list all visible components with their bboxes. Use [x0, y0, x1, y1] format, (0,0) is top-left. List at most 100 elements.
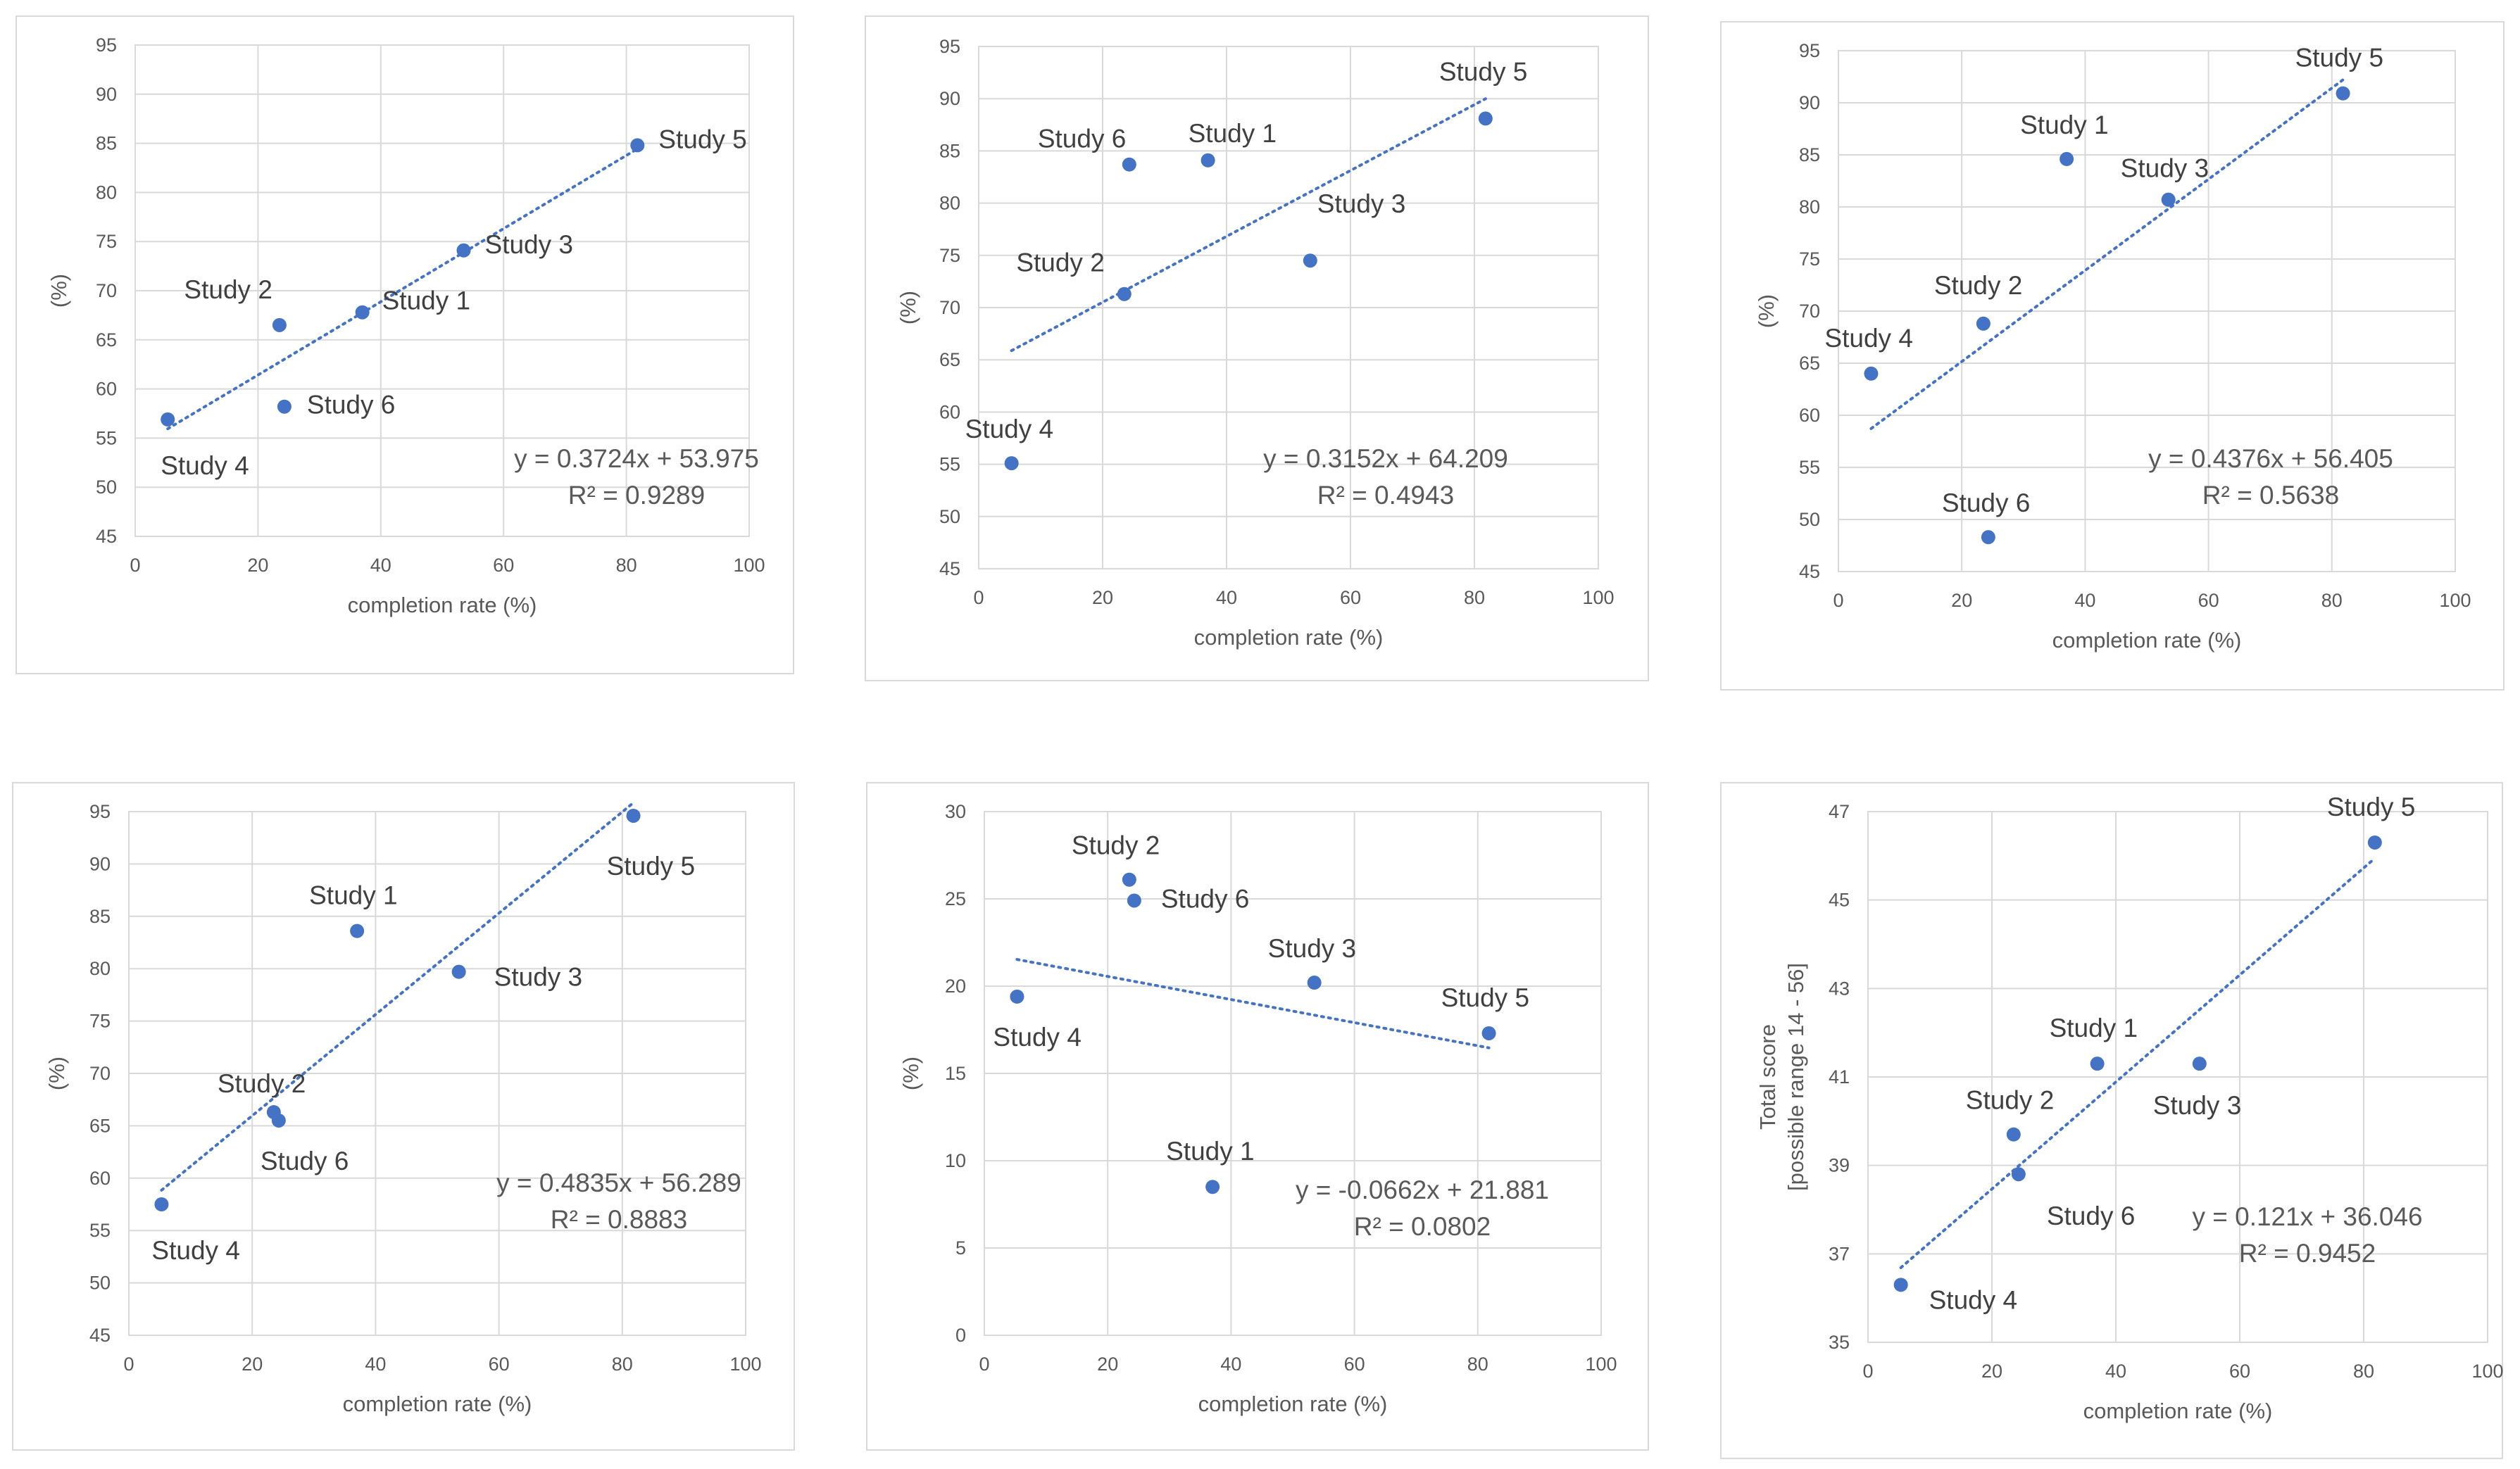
y-tick-label: 37 [1829, 1243, 1850, 1264]
data-label: Study 5 [1439, 57, 1527, 86]
x-tick-label: 40 [2074, 590, 2095, 611]
data-point-study-1 [2090, 1057, 2105, 1071]
y-tick-label: 30 [945, 801, 966, 822]
trendline [1899, 857, 2376, 1269]
y-tick-label: 55 [939, 454, 960, 475]
y-tick-label: 95 [1799, 40, 1820, 61]
data-point-study-3 [1307, 976, 1322, 990]
y-tick-label: 55 [89, 1220, 111, 1241]
data-point-study-4 [1893, 1278, 1908, 1292]
data-label: Study 3 [2153, 1091, 2241, 1120]
y-axis-title: (%) [896, 291, 920, 324]
y-tick-label: 95 [939, 36, 960, 57]
data-point-study-4 [1864, 366, 1879, 381]
x-tick-label: 80 [2353, 1361, 2374, 1382]
x-tick-label: 0 [130, 555, 140, 576]
data-point-study-3 [2192, 1057, 2207, 1071]
y-tick-label: 50 [89, 1273, 111, 1294]
x-tick-label: 0 [1862, 1361, 1873, 1382]
trendline-equation: y = 0.3724x + 53.975 [514, 444, 759, 473]
data-label: Study 5 [607, 852, 695, 881]
y-tick-label: 60 [939, 401, 960, 422]
trendline-equation: y = 0.121x + 36.046 [2192, 1202, 2422, 1231]
data-label: Study 2 [1072, 831, 1160, 860]
data-point-study-2 [1976, 316, 1991, 331]
data-label: Study 5 [2327, 793, 2415, 821]
r-squared-label: R² = 0.9452 [2239, 1239, 2376, 1268]
data-label: Study 4 [151, 1236, 239, 1265]
data-label: Study 5 [658, 125, 746, 153]
y-tick-label: 85 [96, 133, 117, 154]
data-point-study-6 [277, 399, 292, 414]
data-point-study-4 [1010, 989, 1024, 1004]
data-point-study-5 [630, 138, 645, 153]
data-label: Study 1 [2020, 111, 2108, 139]
data-point-study-5 [2336, 86, 2350, 101]
x-axis-title: completion rate (%) [343, 1392, 532, 1416]
x-tick-label: 80 [1467, 1354, 1488, 1375]
x-tick-label: 80 [612, 1354, 633, 1375]
data-label: Study 6 [2047, 1202, 2135, 1230]
data-point-study-2 [2006, 1127, 2021, 1142]
x-tick-label: 60 [2198, 590, 2219, 611]
data-label: Study 1 [382, 286, 470, 315]
data-point-study-3 [1303, 253, 1317, 268]
y-tick-label: 70 [939, 297, 960, 318]
y-tick-label: 85 [939, 140, 960, 161]
trendline-equation: y = 0.3152x + 64.209 [1263, 444, 1508, 473]
data-label: Study 1 [309, 881, 397, 910]
x-tick-label: 0 [1833, 590, 1843, 611]
data-label: Study 2 [1016, 248, 1104, 277]
r-squared-label: R² = 0.9289 [568, 481, 705, 510]
data-label: Study 6 [1161, 884, 1249, 913]
data-point-study-4 [1004, 456, 1019, 471]
y-tick-label: 75 [939, 245, 960, 266]
x-tick-label: 100 [2471, 1361, 2503, 1382]
x-tick-label: 20 [1092, 587, 1113, 608]
r-squared-label: R² = 0.0802 [1354, 1212, 1491, 1241]
x-tick-label: 60 [2229, 1361, 2250, 1382]
data-point-study-6 [1122, 157, 1136, 172]
x-tick-label: 0 [123, 1354, 134, 1375]
x-tick-label: 60 [493, 555, 514, 576]
y-tick-label: 45 [1799, 561, 1820, 582]
data-point-study-3 [456, 243, 471, 258]
data-label: Study 5 [2295, 44, 2383, 72]
y-axis-title: (%) [1754, 294, 1779, 328]
data-point-study-5 [2367, 835, 2382, 850]
y-tick-label: 25 [945, 888, 966, 909]
y-tick-label: 90 [96, 84, 117, 105]
y-tick-label: 80 [89, 958, 111, 979]
y-tick-label: 45 [939, 558, 960, 579]
data-label: Study 6 [261, 1147, 349, 1175]
x-tick-label: 80 [616, 555, 637, 576]
y-tick-label: 65 [1799, 353, 1820, 374]
y-tick-label: 45 [96, 526, 117, 547]
data-point-study-1 [1201, 153, 1215, 168]
trendline-equation: y = 0.4835x + 56.289 [496, 1168, 741, 1197]
x-tick-label: 60 [1340, 587, 1361, 608]
data-point-study-6 [2011, 1167, 2026, 1182]
r-squared-label: R² = 0.4943 [1317, 481, 1454, 510]
trendline [1010, 97, 1487, 353]
data-point-study-6 [271, 1113, 286, 1128]
y-tick-label: 15 [945, 1063, 966, 1084]
data-point-study-4 [154, 1197, 169, 1211]
x-tick-label: 40 [1220, 1354, 1241, 1375]
y-tick-label: 80 [939, 193, 960, 214]
x-tick-label: 40 [1216, 587, 1237, 608]
plot-area-frame [978, 46, 1599, 569]
data-point-study-2 [1117, 286, 1132, 301]
chart-panel-3: 45 50 55 60 65 70 75 80 85 90 95 0 20 40 60 80 100 comple… [1720, 21, 2505, 691]
chart-panel-1: 45 50 55 60 65 70 75 80 85 90 95 0 20 40 60 80 100 comple… [15, 15, 794, 674]
chart-2-svg: 45 50 55 60 65 70 75 80 85 90 95 0 20 40 60 80 100 comple… [896, 36, 1615, 650]
data-point-study-6 [1981, 530, 1995, 545]
data-point-study-1 [2060, 151, 2074, 166]
data-point-study-5 [1478, 111, 1493, 126]
data-label: Study 4 [965, 415, 1053, 443]
data-label: Study 1 [1166, 1137, 1254, 1166]
chart-6-svg: 35 37 39 41 43 45 47 0 20 40 60 80 100 completion rat… [1755, 793, 2504, 1423]
y-tick-label: 60 [1799, 405, 1820, 426]
y-tick-label: 80 [1799, 196, 1820, 217]
data-label: Study 6 [1038, 125, 1126, 153]
